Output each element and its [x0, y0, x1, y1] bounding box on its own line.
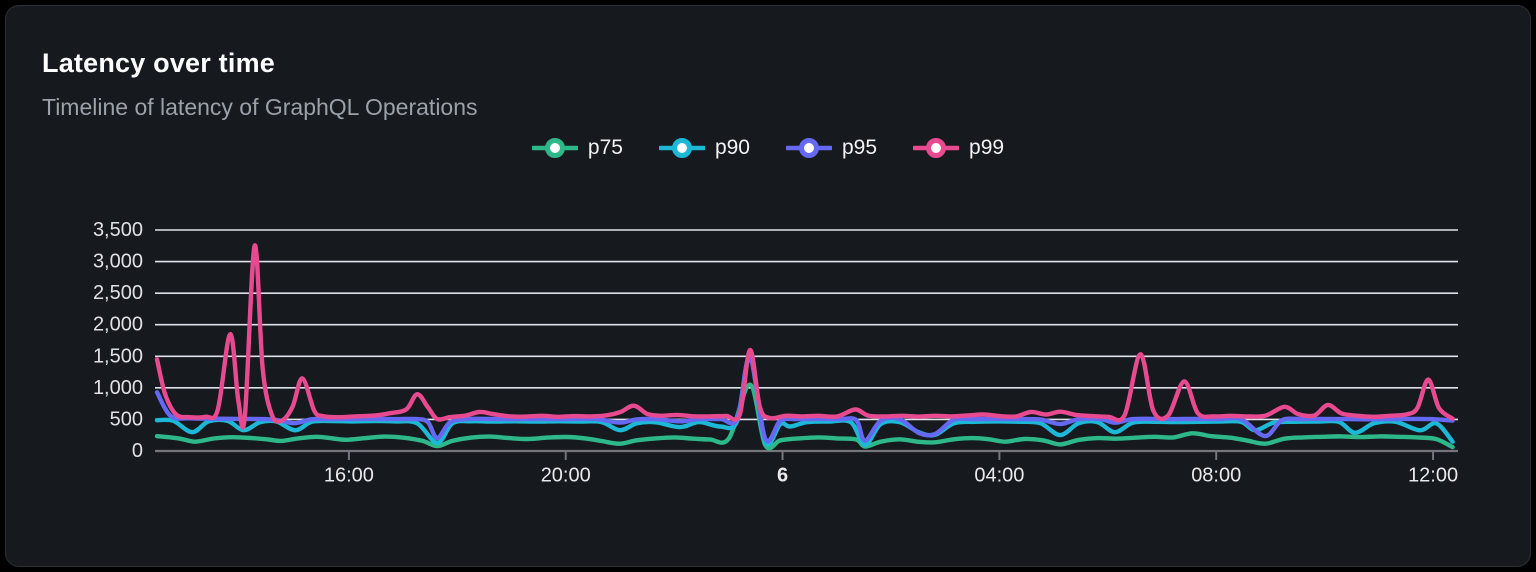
legend-label: p95	[842, 136, 878, 159]
latency-panel	[5, 5, 1531, 567]
legend-item-p99[interactable]: p99	[913, 136, 1004, 160]
chart-legend: p75 p90 p95 p99	[0, 136, 1536, 160]
legend-label: p90	[714, 136, 750, 159]
legend-item-p95[interactable]: p95	[786, 136, 877, 160]
legend-marker-icon	[531, 138, 578, 158]
legend-marker-icon	[786, 138, 832, 158]
panel-subtitle: Timeline of latency of GraphQL Operation…	[42, 94, 478, 120]
legend-label: p75	[587, 136, 623, 159]
legend-marker-icon	[658, 138, 705, 158]
legend-item-p75[interactable]: p75	[531, 136, 623, 160]
panel-title: Latency over time	[42, 48, 275, 78]
legend-label: p99	[969, 136, 1005, 159]
legend-item-p90[interactable]: p90	[658, 136, 750, 160]
legend-marker-icon	[913, 138, 960, 158]
